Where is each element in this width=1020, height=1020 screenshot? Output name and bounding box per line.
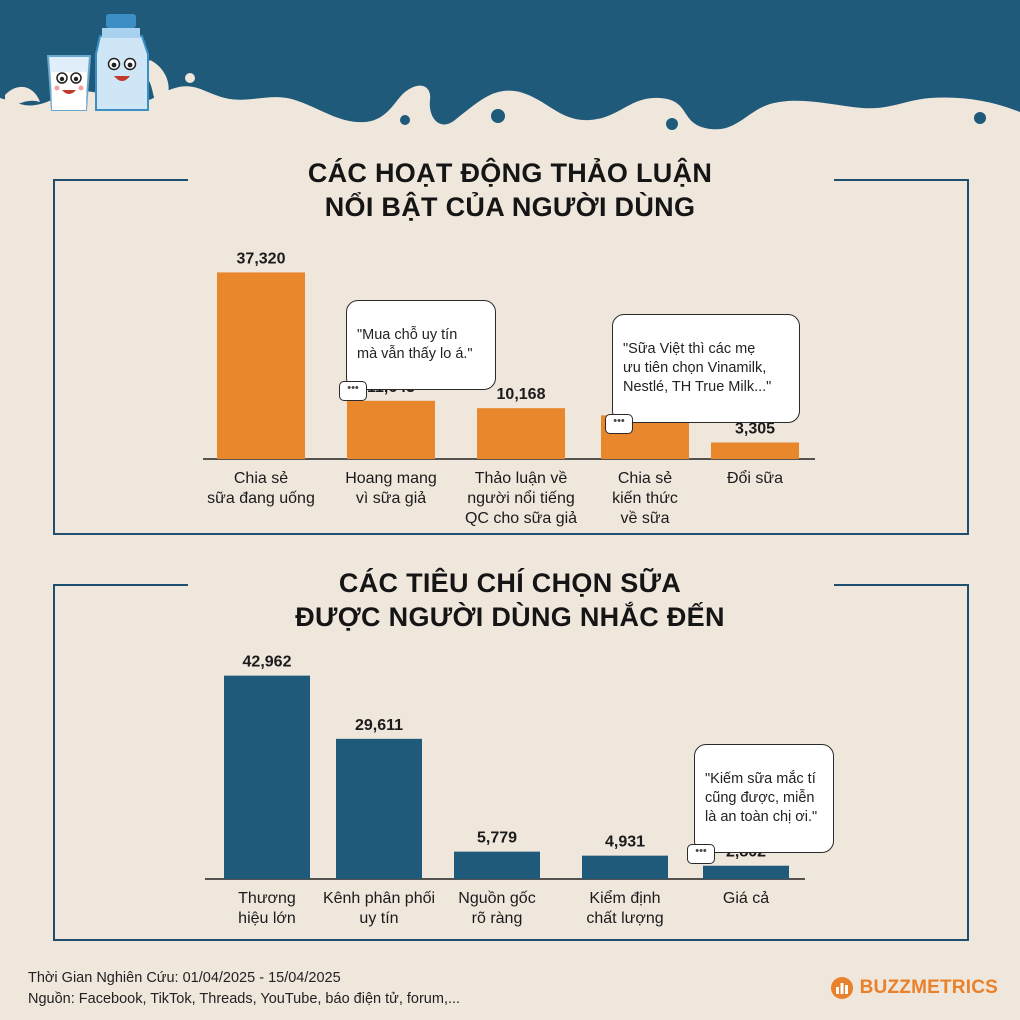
category-label: Kiểm định chất lượng [586, 889, 663, 927]
quote-text: "Kiếm sữa mắc tí cũng được, miễn là an t… [705, 771, 818, 825]
data-label: 29,611 [355, 717, 403, 734]
milk-glass-mascot-icon [46, 55, 92, 111]
chat-dots-icon: ••• [605, 414, 633, 434]
category-label: Hoang mang vì sữa giả [345, 470, 437, 507]
data-label: 4,931 [605, 834, 645, 851]
category-label: Chia sẻ sữa đang uống [207, 470, 315, 507]
quote-bubble-counterfeit: "Mua chỗ uy tín mà vẫn thấy lo á." ••• [339, 300, 496, 401]
category-label: Nguồn gốc rõ ràng [458, 890, 535, 927]
footer-source: Nguồn: Facebook, TikTok, Threads, YouTub… [28, 991, 461, 1007]
quote-text: "Mua chỗ uy tín mà vẫn thấy lo á." [357, 327, 473, 362]
bar [711, 442, 799, 459]
data-label: 10,168 [497, 386, 546, 403]
chat-dots-icon: ••• [339, 381, 367, 401]
bar [477, 408, 565, 459]
bar [224, 675, 310, 879]
chart2-title-line2: ĐƯỢC NGƯỜI DÙNG NHẮC ĐẾN [295, 602, 725, 632]
milk-mascots-illustration [46, 14, 149, 111]
bar [582, 855, 668, 879]
quote-text: "Sữa Việt thì các mẹ ưu tiên chọn Vinami… [623, 341, 772, 395]
category-label: Kênh phân phối uy tín [323, 890, 435, 927]
data-label: 3,305 [735, 420, 775, 437]
buzzmetrics-logo-text: BUZZMETRICS [859, 977, 998, 998]
chat-dots-icon: ••• [687, 844, 715, 864]
bar [454, 851, 540, 879]
buzzmetrics-logo: BUZZMETRICS [830, 976, 998, 1000]
bar [217, 272, 305, 459]
footer-period: Thời Gian Nghiên Cứu: 01/04/2025 - 15/04… [28, 970, 341, 986]
quote-bubble-brands: "Sữa Việt thì các mẹ ưu tiên chọn Vinami… [605, 314, 800, 434]
chart2-title: CÁC TIÊU CHÍ CHỌN SỮA ĐƯỢC NGƯỜI DÙNG NH… [0, 566, 1020, 634]
header-splash [0, 0, 1020, 130]
data-label: 37,320 [237, 250, 286, 267]
category-label: Giá cả [723, 890, 769, 907]
chart1-title: CÁC HOẠT ĐỘNG THẢO LUẬN NỔI BẬT CỦA NGƯỜ… [0, 156, 1020, 224]
buzzmetrics-logo-icon [830, 977, 853, 999]
category-label: Thương hiệu lớn [238, 890, 296, 927]
category-label: Chia sẻ kiến thức về sữa [612, 470, 678, 527]
category-label: Thảo luận về người nổi tiếng QC cho sữa gi… [465, 470, 577, 527]
bar [347, 400, 435, 459]
chart1-title-line2: NỔI BẬT CỦA NGƯỜI DÙNG [324, 192, 696, 222]
data-label: 5,779 [477, 830, 517, 847]
bar [703, 865, 789, 879]
quote-bubble-safety: "Kiếm sữa mắc tí cũng được, miễn là an t… [687, 744, 834, 864]
bar [336, 738, 422, 879]
chart2-title-line1: CÁC TIÊU CHÍ CHỌN SỮA [338, 568, 682, 598]
milk-bottle-mascot-icon [95, 14, 149, 111]
data-label: 42,962 [243, 654, 292, 671]
chart1-title-line1: CÁC HOẠT ĐỘNG THẢO LUẬN [307, 158, 713, 188]
category-label: Đổi sữa [727, 469, 783, 487]
